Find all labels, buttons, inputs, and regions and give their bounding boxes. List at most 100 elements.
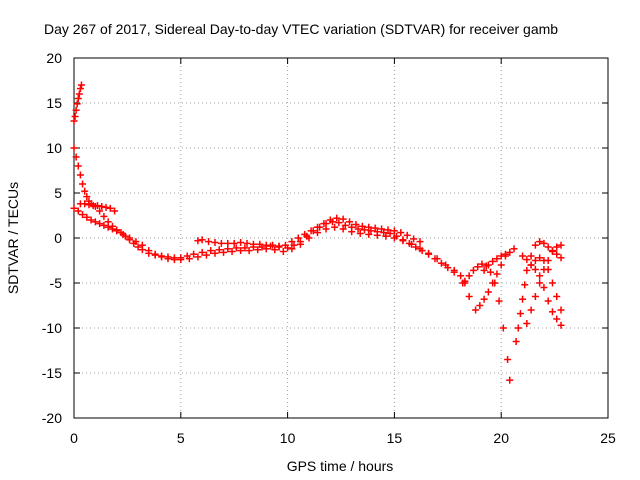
data-point [194,253,202,261]
data-point [352,221,360,228]
data-point [74,95,82,102]
data-point [158,253,166,261]
data-point [164,255,172,263]
data-point [245,247,253,255]
data-point [290,241,298,249]
data-point [548,248,556,255]
data-point [271,246,279,254]
data-point [106,204,114,212]
data-point [504,356,512,363]
chart-title: Day 267 of 2017, Sidereal Day-to-day VTE… [44,21,558,37]
data-point [76,171,84,179]
data-point [489,279,497,287]
y-tick-label: -15 [42,365,62,381]
data-point [70,144,78,152]
data-point [305,234,313,242]
data-point [433,255,441,263]
data-point [493,270,501,278]
grid-lines [74,58,608,418]
data-point [93,202,101,210]
data-point [416,238,424,246]
data-point [134,243,142,251]
data-point [108,225,116,233]
y-tick-label: 10 [46,140,62,156]
data-point [96,220,104,228]
data-point [465,272,473,280]
data-point [457,272,465,280]
data-point [540,257,548,264]
y-tick-label: -20 [42,410,62,426]
data-point [198,236,206,244]
data-point [307,227,315,235]
data-point [367,227,375,235]
data-point [386,230,394,237]
data-point [100,212,108,220]
x-tick-labels: 0 5 10 15 20 25 [70,430,616,446]
data-point [249,240,257,248]
data-point [521,281,529,289]
data-point [348,228,356,236]
data-point [527,306,535,314]
data-point [220,248,228,256]
y-tick-label: 5 [54,185,62,201]
data-point [380,229,388,237]
data-point [326,216,334,224]
data-point [544,297,552,305]
data-points [70,81,565,384]
x-axis-label: GPS time / hours [287,458,394,474]
data-point [531,293,539,300]
data-point [523,320,531,327]
data-point [198,248,206,256]
data-point [96,207,104,215]
data-point [237,247,245,255]
data-point [544,243,552,251]
data-point [190,250,198,258]
data-point [335,219,343,227]
data-point [540,239,548,247]
data-point [74,207,82,215]
y-tick-labels: -20 -15 -10 -5 0 5 10 15 20 [42,50,62,426]
data-point [469,266,477,274]
data-point [294,234,302,242]
y-tick-label: 20 [46,50,62,66]
data-point [390,234,398,242]
data-point [553,243,561,251]
data-point [371,224,379,232]
data-point [314,223,322,231]
data-point [356,230,364,237]
y-axis-label: SDTVAR / TECUs [5,182,21,294]
data-point [76,85,84,93]
data-point [301,230,309,238]
data-point [378,225,386,233]
data-point [523,256,531,264]
data-point [390,227,398,235]
data-point [514,324,522,332]
data-point [81,187,89,195]
data-point [450,268,458,276]
data-point [72,153,80,161]
x-tick-label: 20 [493,430,509,446]
data-point [437,259,445,267]
data-point [132,238,140,246]
y-tick-label: 15 [46,95,62,111]
data-point [262,241,270,249]
data-point [138,241,146,249]
data-point [553,250,561,258]
data-point [341,221,349,229]
data-point [519,295,527,303]
data-point [322,225,330,233]
data-point [339,215,347,223]
data-point [553,293,561,300]
series-decay-B [70,204,473,300]
data-point [557,306,565,314]
data-point [489,257,497,265]
data-point [85,201,93,209]
data-point [487,268,495,276]
data-point [484,288,492,296]
data-point [399,237,407,245]
data-point [495,297,503,305]
data-point [111,207,119,215]
data-point [484,261,492,269]
y-tick-label: -5 [50,275,63,291]
data-point [72,106,80,114]
